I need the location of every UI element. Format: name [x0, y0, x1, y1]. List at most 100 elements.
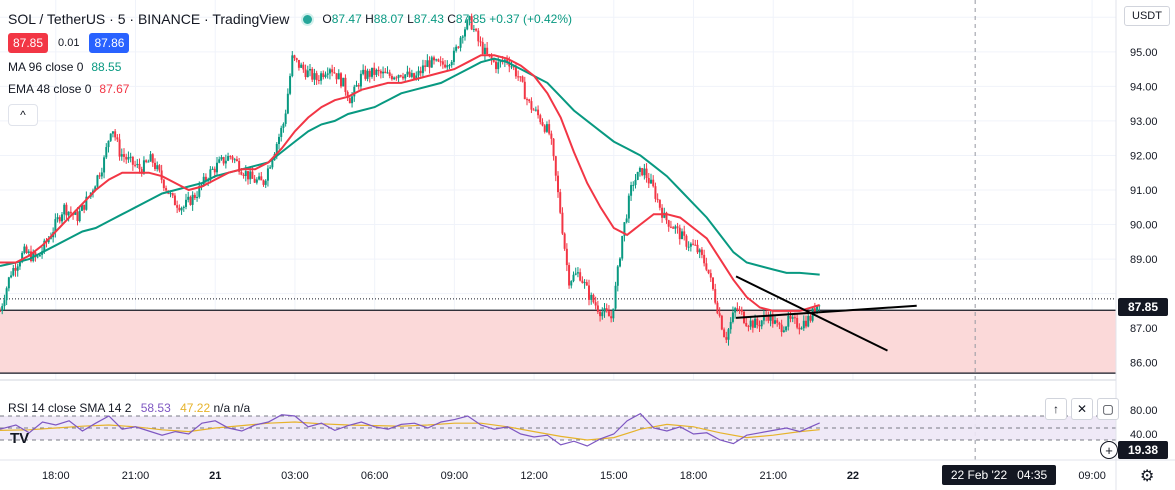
move-pane-up-button[interactable]: ↑: [1045, 398, 1067, 420]
candle-body: [776, 320, 779, 323]
candle-body: [486, 47, 489, 54]
candle-body: [481, 42, 484, 54]
candle-body: [450, 61, 453, 66]
candle-body: [395, 77, 398, 79]
candle-body: [669, 226, 672, 228]
spread-value: 0.01: [58, 37, 80, 49]
candle-body: [324, 74, 327, 78]
time-tick-label: 15:00: [600, 470, 628, 482]
candle-body: [570, 281, 573, 286]
candle-body: [16, 266, 19, 271]
candle-body: [355, 85, 358, 87]
candle-body: [5, 288, 8, 301]
candle-body: [103, 157, 106, 173]
candle-body: [607, 311, 610, 317]
candle-body: [85, 196, 88, 210]
candle-body: [200, 184, 203, 186]
candle-body: [187, 196, 190, 200]
candle-body: [69, 211, 72, 214]
candle-body: [222, 157, 225, 164]
candle-body: [601, 312, 604, 317]
triangle-drawing[interactable]: [735, 275, 917, 352]
gear-icon[interactable]: ⚙: [1140, 468, 1155, 485]
candle-body: [747, 326, 750, 328]
candle-body: [54, 219, 57, 233]
candle-body: [402, 76, 404, 79]
candle-body: [539, 115, 542, 123]
candle-body: [58, 217, 61, 222]
ma-indicator-label[interactable]: MA 96 close 0: [8, 60, 84, 74]
sell-button[interactable]: 87.85: [8, 33, 49, 53]
add-plus-icon[interactable]: +: [1100, 441, 1118, 459]
candle-body: [136, 163, 139, 165]
support-zone: [0, 310, 1116, 374]
candle-body: [550, 133, 553, 139]
time-tick-label: 18:00: [680, 470, 708, 482]
maximize-pane-button[interactable]: ▢: [1097, 398, 1119, 420]
time-tick-label: 09:00: [1078, 470, 1106, 482]
trend-line[interactable]: [735, 304, 917, 319]
candle-body: [335, 73, 338, 80]
candle-body: [572, 274, 575, 282]
candle-body: [541, 122, 544, 126]
price-tick-label: 94.00: [1130, 81, 1158, 93]
price-tick-label: 86.00: [1130, 358, 1158, 370]
candle-body: [705, 263, 708, 270]
candle-body: [446, 65, 449, 68]
crosshair-date: 22 Feb '22: [950, 468, 1008, 482]
close-icon: ✕: [1076, 402, 1088, 416]
candle-body: [464, 29, 466, 37]
rsi-indicator-label[interactable]: RSI 14 close SMA 14 2: [8, 401, 132, 415]
candle-body: [94, 186, 97, 191]
candle-body: [692, 243, 695, 245]
candle-body: [182, 206, 185, 208]
currency-button[interactable]: USDT: [1124, 6, 1170, 26]
candle-body: [543, 125, 546, 132]
candle-body: [302, 64, 305, 70]
rsi-axis[interactable]: 80.00 40.00: [1130, 405, 1158, 441]
candle-body: [262, 180, 265, 185]
candle-body: [568, 265, 571, 286]
candle-body: [125, 156, 128, 160]
trend-line[interactable]: [735, 275, 888, 352]
candle-body: [111, 131, 114, 134]
candle-body: [149, 154, 152, 162]
candle-body: [202, 176, 205, 185]
candle-body: [78, 210, 81, 222]
candle-body: [80, 204, 83, 211]
candle-body: [366, 70, 369, 79]
rsi-sma-value: 47.22: [180, 401, 211, 415]
candle-body: [275, 143, 278, 155]
ema-indicator-label[interactable]: EMA 48 close 0: [8, 82, 92, 96]
candle-body: [596, 305, 599, 312]
price-axis[interactable]: 96.0095.0094.0093.0092.0091.0090.0089.00…: [1130, 12, 1158, 369]
tradingview-logo[interactable]: TV: [10, 430, 30, 447]
candle-body: [134, 164, 137, 166]
market-status-icon: [303, 14, 313, 24]
price-tick-label: 87.00: [1130, 323, 1158, 335]
collapse-legend-button[interactable]: ^: [8, 104, 38, 126]
buy-button[interactable]: 87.86: [89, 33, 130, 53]
candle-body: [138, 163, 141, 170]
candle-body: [499, 61, 502, 63]
candle-body: [151, 154, 154, 163]
ma-96-line: [0, 57, 820, 276]
candle-body: [353, 86, 356, 97]
candle-body: [778, 322, 781, 325]
candle-body: [218, 159, 221, 163]
candle-body: [428, 60, 431, 68]
candle-body: [636, 171, 639, 180]
candle-body: [526, 99, 528, 101]
candle-body: [295, 58, 298, 60]
symbol-title[interactable]: SOL / TetherUS · 5 · BINANCE · TradingVi…: [8, 11, 290, 27]
remove-pane-button[interactable]: ✕: [1071, 398, 1093, 420]
price-tick-label: 93.00: [1130, 116, 1158, 128]
candle-body: [116, 137, 119, 140]
candle-body: [727, 329, 730, 340]
candle-body: [738, 309, 741, 311]
candle-body: [603, 308, 606, 313]
time-axis[interactable]: 18:00 21:00 21 03:00 06:00 09:00 12:00 15:00 18:…: [42, 470, 1106, 482]
candle-body: [634, 179, 637, 185]
candle-body: [346, 91, 349, 99]
